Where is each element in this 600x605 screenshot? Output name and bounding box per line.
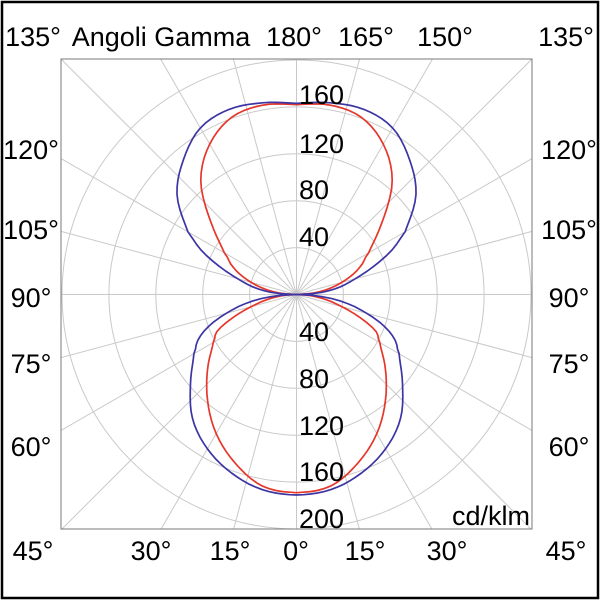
bottom-angle-label-30-right: 30° [427, 536, 468, 566]
radial-label-upper-80: 80 [299, 175, 329, 205]
radial-label-lower-80: 80 [299, 364, 329, 394]
top-angle-label-165: 165° [338, 22, 394, 52]
top-angle-label-180: 180° [266, 22, 322, 52]
radial-label-lower-40: 40 [299, 317, 329, 347]
right-angle-label-60: 60° [549, 432, 590, 462]
radial-label-lower-160: 160 [299, 457, 344, 487]
top-angle-label-150: 150° [417, 22, 473, 52]
top-angle-label-135-right: 135° [538, 22, 594, 52]
unit-label: cd/klm [452, 501, 530, 531]
bottom-angle-label-45-right: 45° [546, 536, 587, 566]
bottom-angle-label-15-right: 15° [345, 536, 386, 566]
right-angle-label-120: 120° [541, 135, 597, 165]
chart-title: Angoli Gamma [72, 22, 252, 52]
grid-ray-225 [53, 51, 297, 295]
radial-label-upper-160: 160 [299, 80, 344, 110]
right-angle-label-75: 75° [549, 349, 590, 379]
left-angle-label-90: 90° [11, 283, 52, 313]
radial-label-lower-200: 200 [299, 504, 344, 534]
bottom-angle-label-15-left: 15° [210, 536, 251, 566]
left-angle-label-105: 105° [3, 215, 59, 245]
radial-label-lower-120: 120 [299, 411, 344, 441]
bottom-angle-label-45-left: 45° [13, 536, 54, 566]
top-angle-label-135-left: 135° [5, 22, 61, 52]
bottom-angle-label-0: 0° [283, 536, 309, 566]
radial-label-upper-40: 40 [299, 222, 329, 252]
radial-label-upper-120: 120 [299, 129, 344, 159]
right-angle-label-105: 105° [541, 215, 597, 245]
bottom-angle-label-30-left: 30° [131, 536, 172, 566]
left-angle-label-120: 120° [3, 135, 59, 165]
left-angle-label-75: 75° [11, 349, 52, 379]
right-angle-label-90: 90° [549, 283, 590, 313]
grid-ray-315 [53, 295, 297, 539]
left-angle-label-60: 60° [11, 432, 52, 462]
